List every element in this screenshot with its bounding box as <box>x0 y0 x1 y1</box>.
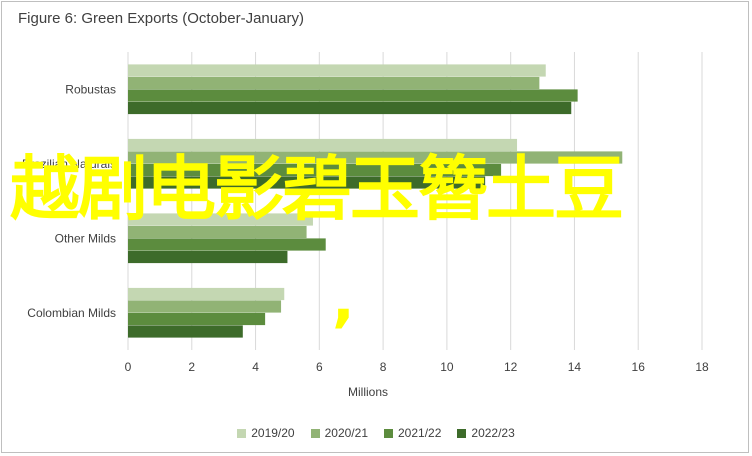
bar-brazilian-naturals-2022-23 <box>128 176 486 189</box>
legend-swatch <box>384 428 393 438</box>
overlay-comma: , <box>332 265 355 335</box>
category-label: Other Milds <box>55 231 116 245</box>
x-tick-label: 0 <box>125 360 132 374</box>
x-tick-label: 6 <box>316 360 323 374</box>
legend-label: 2022/23 <box>471 426 515 440</box>
overlay-caption: 越剧电影碧玉簪土豆 <box>10 148 624 230</box>
legend-item: 2019/20 <box>237 426 295 440</box>
x-tick-label: 16 <box>632 360 646 374</box>
bar-chart-plot: Robustas Brazilian Naturals Other Milds Col… <box>22 52 709 399</box>
bar-brazilian-naturals-2019-20 <box>128 138 518 152</box>
x-tick-label: 12 <box>504 360 518 374</box>
legend-item: 2021/22 <box>384 426 441 440</box>
bar-colombian-milds-2022-23 <box>128 325 243 338</box>
x-tick-label: 14 <box>568 360 582 374</box>
legend-swatch <box>237 428 247 438</box>
bar-colombian-milds-2021-22 <box>128 312 266 326</box>
bar-brazilian-naturals-2021-22 <box>128 163 502 177</box>
category-label: Colombian Milds <box>27 306 116 320</box>
x-tick-label: 2 <box>188 360 195 374</box>
legend-label: 2021/22 <box>398 426 442 440</box>
legend-item: 2022/23 <box>457 426 515 440</box>
legend-label: 2020/21 <box>324 426 368 440</box>
category-labels: Robustas Brazilian Naturals Other Milds Col… <box>22 82 116 320</box>
bar-other-milds-2020-21 <box>128 225 307 239</box>
x-tick-label: 18 <box>695 360 709 374</box>
legend-label: 2019/20 <box>251 426 295 440</box>
chart-title: Figure 6: Green Exports (October-January… <box>18 10 304 27</box>
bars <box>128 64 623 338</box>
bar-other-milds-2019-20 <box>128 213 313 226</box>
legend-item: 2020/21 <box>310 426 368 440</box>
legend-swatch <box>457 428 467 438</box>
bar-colombian-milds-2019-20 <box>128 287 285 301</box>
bar-other-milds-2021-22 <box>128 238 326 251</box>
category-label: Robustas <box>65 82 116 96</box>
bar-robustas-2021-22 <box>128 89 578 102</box>
x-tick-label: 4 <box>252 360 259 374</box>
x-tick-labels: 0 2 4 6 8 10 12 14 16 18 <box>125 360 709 374</box>
x-tick-label: 8 <box>380 360 387 374</box>
legend-swatch <box>310 428 320 438</box>
bar-other-milds-2022-23 <box>128 250 288 264</box>
legend: 2019/20 2020/21 2021/22 2022/23 <box>0 426 752 440</box>
bar-robustas-2019-20 <box>128 64 546 77</box>
bar-colombian-milds-2020-21 <box>128 300 282 313</box>
x-tick-label: 10 <box>440 360 454 374</box>
gridlines <box>127 52 703 350</box>
bar-brazilian-naturals-2020-21 <box>128 151 623 164</box>
x-axis-label: Millions <box>348 385 388 399</box>
category-label: Brazilian Naturals <box>22 157 116 171</box>
bar-robustas-2020-21 <box>128 76 540 90</box>
bar-robustas-2022-23 <box>128 101 572 115</box>
